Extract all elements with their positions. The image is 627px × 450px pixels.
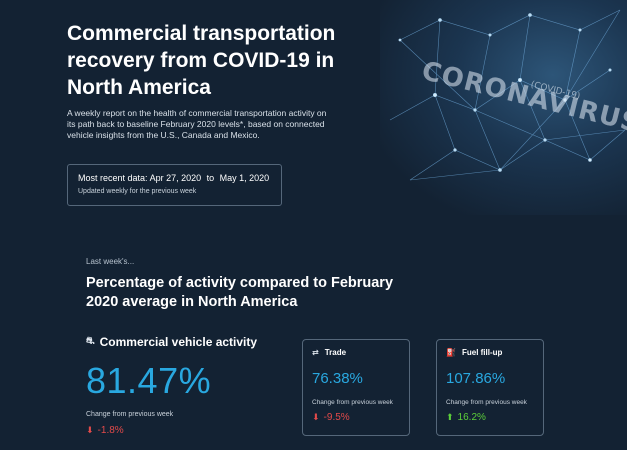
metric-value: 81.47% (86, 360, 212, 401)
change-value: ⬇ -9.5% (312, 412, 400, 423)
trade-arrows-icon: ⇄ (312, 348, 319, 357)
arrow-up-icon: ⬆ (446, 412, 454, 422)
arrow-down-icon: ⬇ (86, 425, 94, 435)
recent-data-label: Most recent data: (78, 173, 148, 183)
coronavirus-banner-image: CORONAVIRUS (COVID-19) (380, 0, 627, 215)
card-header: ⛽ Fuel fill-up (446, 348, 534, 357)
change-label: Change from previous week (446, 399, 527, 406)
change-value: ⬇ -1.8% (86, 425, 286, 436)
recent-separator: to (206, 173, 215, 183)
recent-data-range: Most recent data: Apr 27, 2020 to May 1,… (78, 173, 271, 183)
section-title: Percentage of activity compared to Febru… (86, 275, 394, 310)
recent-data-box: Most recent data: Apr 27, 2020 to May 1,… (67, 164, 282, 206)
trade-card: ⇄ Trade 76.38% Change from previous week… (302, 339, 410, 436)
recent-start-date: Apr 27, 2020 (149, 173, 202, 183)
change-text: 16.2% (457, 412, 486, 423)
network-graphic (389, 9, 626, 181)
card-value: 76.38% (312, 370, 363, 387)
card-header: ⇄ Trade (312, 348, 400, 357)
commercial-vehicle-activity-metric: ⛐ Commercial vehicle activity 81.47% Cha… (86, 335, 286, 436)
arrow-down-icon: ⬇ (312, 412, 320, 422)
fuel-fill-up-card: ⛽ Fuel fill-up 107.86% Change from previ… (436, 339, 544, 436)
page-title: Commercial transportation recovery from … (67, 22, 336, 99)
recent-data-note: Updated weekly for the previous week (78, 188, 197, 195)
page-description: A weekly report on the health of commerc… (67, 108, 327, 140)
vehicle-icon: ⛐ (86, 335, 95, 347)
section-kicker: Last week's... (86, 257, 135, 266)
card-label: Fuel fill-up (461, 348, 503, 357)
card-label: Trade (324, 348, 347, 357)
change-text: -1.8% (97, 425, 124, 436)
card-value: 107.86% (446, 370, 506, 387)
change-label: Change from previous week (86, 411, 174, 418)
change-label: Change from previous week (312, 399, 393, 406)
fuel-pump-icon: ⛽ (446, 348, 456, 357)
recent-end-date: May 1, 2020 (219, 173, 270, 183)
change-text: -9.5% (323, 412, 350, 423)
metric-header: ⛐ Commercial vehicle activity (86, 335, 286, 349)
change-value: ⬆ 16.2% (446, 412, 534, 423)
metric-label: Commercial vehicle activity (99, 335, 258, 349)
